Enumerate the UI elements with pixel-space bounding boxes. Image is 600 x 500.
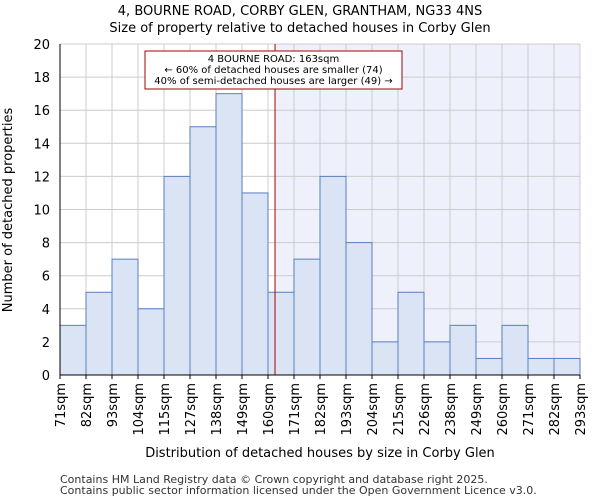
annotation-line-3: 40% of semi-detached houses are larger (… [154, 76, 392, 87]
chart-subtitle: Size of property relative to detached ho… [109, 21, 490, 36]
x-tick-label: 138sqm [210, 383, 225, 436]
x-tick-label: 226sqm [418, 383, 433, 436]
x-tick-label: 93sqm [106, 383, 121, 427]
x-tick-label: 160sqm [262, 383, 277, 436]
x-tick-label: 71sqm [54, 383, 69, 427]
annotation-box [144, 50, 403, 90]
x-tick-label: 115sqm [158, 383, 173, 436]
y-tick-label: 8 [42, 237, 50, 252]
footer-line-2: Contains public sector information licen… [60, 484, 537, 497]
footer-line-1: Contains HM Land Registry data © Crown c… [60, 473, 488, 486]
y-tick-label: 6 [42, 270, 50, 285]
x-tick-label: 215sqm [392, 383, 407, 436]
x-tick-label: 182sqm [314, 383, 329, 436]
histogram-bar [501, 324, 529, 376]
x-tick-label: 193sqm [340, 383, 355, 436]
histogram-bar [371, 341, 399, 376]
y-tick-label: 16 [33, 104, 50, 119]
x-tick-label: 282sqm [548, 383, 563, 436]
x-tick-label: 149sqm [236, 383, 251, 436]
x-tick-label: 238sqm [444, 383, 459, 436]
x-tick-label: 127sqm [184, 383, 199, 436]
x-axis-label: Distribution of detached houses by size … [145, 446, 495, 461]
histogram-bar [527, 357, 555, 376]
y-tick-label: 0 [42, 369, 50, 384]
histogram-bar [449, 324, 477, 376]
x-tick-label: 82sqm [80, 383, 95, 427]
x-tick-label: 260sqm [496, 383, 511, 436]
histogram-bar [293, 258, 321, 376]
histogram-bar [85, 291, 113, 376]
histogram-bar [111, 258, 139, 376]
y-tick-label: 10 [33, 204, 50, 219]
histogram-bar [59, 324, 87, 376]
x-tick-label: 271sqm [522, 383, 537, 436]
x-tick-label: 171sqm [288, 383, 303, 436]
y-axis-label: Number of detached properties [1, 108, 16, 313]
histogram-bar [397, 291, 425, 376]
histogram-bar [189, 126, 217, 376]
x-tick-label: 249sqm [470, 383, 485, 436]
y-tick-label: 4 [42, 303, 50, 318]
x-tick-label: 104sqm [132, 383, 147, 436]
annotation-line-1: 4 BOURNE ROAD: 163sqm [208, 54, 339, 65]
chart-title: 4, BOURNE ROAD, CORBY GLEN, GRANTHAM, NG… [118, 4, 482, 19]
y-tick-label: 20 [33, 38, 50, 53]
histogram-bar [163, 175, 191, 376]
x-tick-label: 204sqm [366, 383, 381, 436]
histogram-bar [319, 175, 347, 376]
plot-area: 0 2 4 6 8 10 12 14 16 18 20 71sqm 82sqm 93sqm 104sqm 11… [33, 38, 589, 436]
histogram-bar [241, 192, 269, 376]
histogram-bar [215, 93, 243, 376]
histogram-bar [423, 341, 451, 376]
y-tick-label: 12 [33, 170, 50, 185]
histogram-bar [137, 308, 165, 376]
histogram-bar [345, 242, 373, 376]
y-tick-label: 18 [33, 71, 50, 86]
annotation-line-2: ← 60% of detached houses are smaller (74… [164, 65, 382, 76]
histogram-bar [475, 357, 503, 376]
histogram-bar [267, 291, 295, 376]
y-tick-label: 2 [42, 336, 50, 351]
y-tick-label: 14 [33, 137, 50, 152]
histogram-bar [553, 357, 581, 376]
x-tick-label: 293sqm [574, 383, 589, 436]
